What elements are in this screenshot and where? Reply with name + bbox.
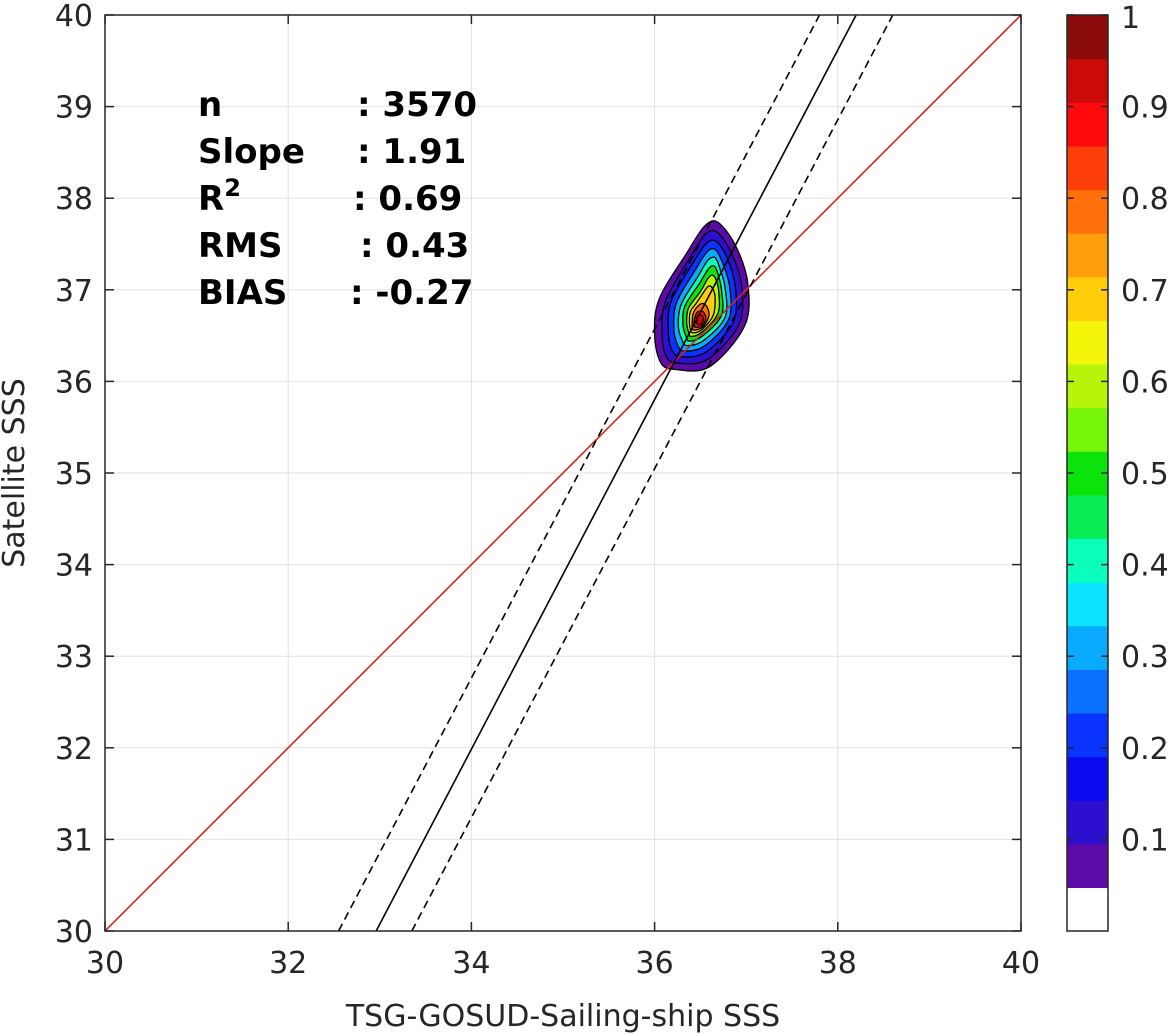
colorbar: 0.1 0.2 0.3 0.4 0.5 0.6 0.7 0.8 0.9 1 — [1066, 1, 1169, 932]
colorbar-band — [1067, 887, 1108, 932]
y-axis-ticks: 30 31 32 33 34 35 36 37 38 39 40 — [55, 0, 1021, 950]
colorbar-band — [1067, 756, 1108, 801]
stat-label-text: RMS — [198, 226, 283, 266]
colorbar-band — [1067, 15, 1108, 60]
one-to-one-line — [105, 15, 1021, 931]
stats-box: n : 3570 Slope : 1.91 R2 : 0.69 RMS : 0.43 BIAS:… — [198, 85, 477, 313]
stat-label-text: Slope — [198, 132, 305, 172]
stat-label-text: BIAS — [198, 273, 287, 313]
colorbar-tick-label: 0.4 — [1121, 549, 1169, 584]
colorbar-band — [1067, 712, 1108, 758]
y-tick-label: 30 — [55, 915, 93, 950]
x-axis-ticks: 30 32 34 36 38 40 — [86, 15, 1040, 981]
colorbar-band — [1067, 625, 1108, 670]
colorbar-band — [1067, 800, 1108, 845]
y-tick-label: 36 — [55, 365, 93, 400]
colorbar-band — [1067, 494, 1108, 540]
stat-value: : 3570 — [357, 85, 477, 125]
regression-lines — [105, 15, 1021, 931]
stat-value: : 0.69 — [353, 179, 462, 219]
y-tick-label: 40 — [55, 0, 93, 34]
x-tick-label: 36 — [636, 946, 674, 981]
y-tick-label: 32 — [55, 732, 93, 767]
y-tick-label: 33 — [55, 640, 93, 675]
y-tick-label: 31 — [55, 823, 93, 858]
stat-label: n — [198, 85, 222, 125]
y-tick-label: 37 — [55, 274, 93, 309]
stat-label-superscript: 2 — [224, 174, 241, 202]
colorbar-tick-label: 0.1 — [1121, 823, 1169, 858]
stat-value: : -0.27 — [350, 273, 473, 313]
colorbar-band — [1067, 582, 1108, 627]
colorbar-tick-label: 1 — [1121, 1, 1140, 36]
stat-label-text: n — [198, 85, 222, 125]
colorbar-band — [1067, 843, 1108, 888]
colorbar-tick-label: 0.2 — [1121, 732, 1169, 767]
colorbar-band — [1067, 58, 1108, 103]
x-tick-label: 34 — [452, 946, 490, 981]
colorbar-band — [1067, 189, 1108, 234]
stat-label: R2 — [198, 174, 241, 219]
colorbar-tick-label: 0.6 — [1121, 365, 1169, 400]
grid — [104, 14, 1022, 932]
stat-value: : 0.43 — [360, 226, 469, 266]
x-tick-label: 32 — [269, 946, 307, 981]
x-tick-label: 40 — [1002, 946, 1040, 981]
x-tick-label: 30 — [86, 946, 124, 981]
colorbar-band — [1067, 320, 1108, 365]
x-axis-label: TSG-GOSUD-Sailing-ship SSS — [345, 999, 780, 1034]
colorbar-band — [1067, 102, 1108, 147]
regression-upper-line — [337, 15, 821, 931]
y-tick-label: 38 — [55, 182, 93, 217]
y-tick-label: 34 — [55, 549, 93, 584]
density-contours — [653, 220, 750, 372]
colorbar-tick-label: 0.3 — [1121, 640, 1169, 675]
colorbar-band — [1067, 145, 1108, 191]
stat-value: : 1.91 — [357, 132, 466, 172]
stat-label: Slope — [198, 132, 305, 172]
colorbar-band — [1067, 233, 1108, 278]
colorbar-band — [1067, 538, 1108, 583]
colorbar-tick-label: 0.9 — [1121, 91, 1169, 126]
x-tick-label: 38 — [819, 946, 857, 981]
regression-lower-line — [411, 15, 894, 931]
colorbar-tick-label: 0.5 — [1121, 457, 1169, 492]
y-tick-label: 39 — [55, 91, 93, 126]
stat-label: BIAS — [198, 273, 287, 313]
stat-label: RMS — [198, 226, 283, 266]
colorbar-band — [1067, 363, 1108, 409]
y-axis-label: Satellite SSS — [0, 378, 32, 568]
colorbar-band — [1067, 276, 1108, 321]
colorbar-tick-label: 0.7 — [1121, 274, 1169, 309]
regression-fit-line — [375, 15, 857, 931]
colorbar-band — [1067, 407, 1108, 452]
colorbar-band — [1067, 669, 1108, 714]
stat-label-text: R — [198, 179, 224, 219]
y-tick-label: 35 — [55, 457, 93, 492]
colorbar-tick-label: 0.8 — [1121, 182, 1169, 217]
